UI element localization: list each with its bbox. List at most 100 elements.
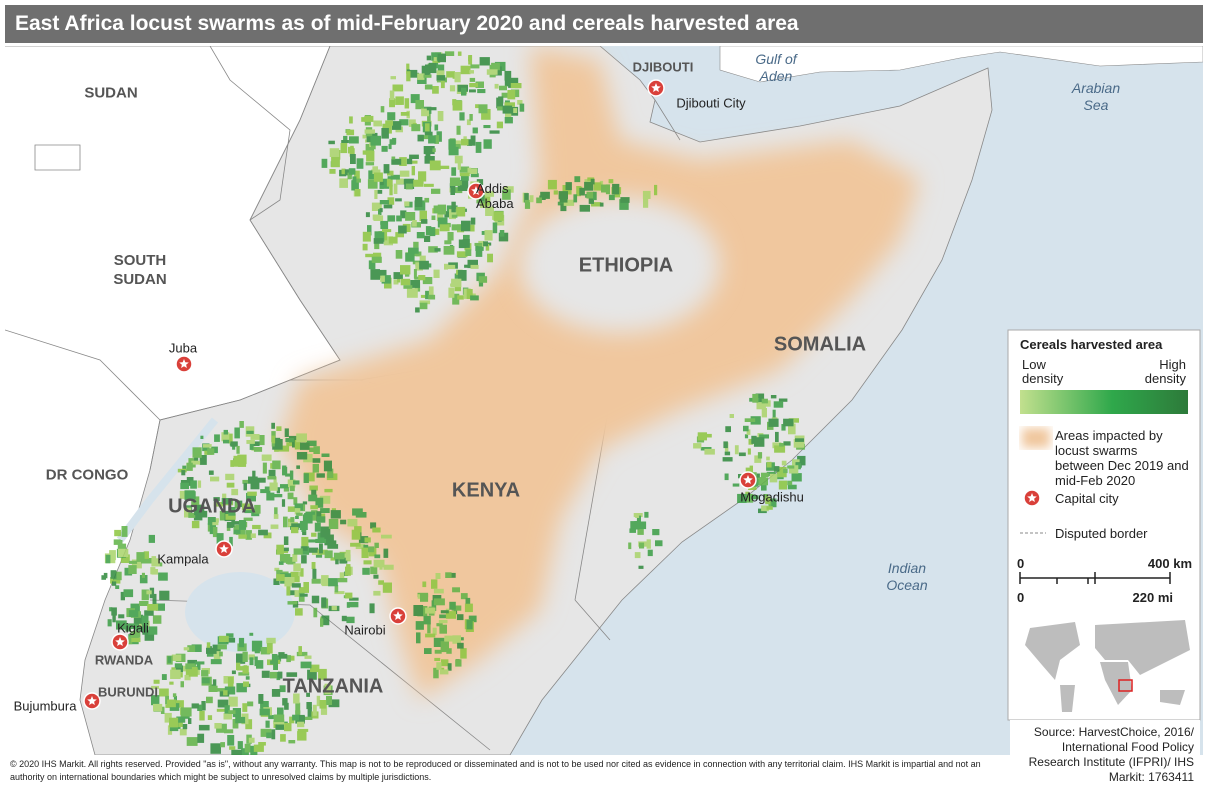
cereal-cell <box>788 423 796 435</box>
cereal-cell <box>559 191 568 203</box>
cereal-cell <box>345 566 351 576</box>
cereal-cell <box>369 603 375 614</box>
cereal-cell <box>493 211 504 221</box>
cereal-cell <box>343 135 348 140</box>
cereal-cell <box>434 59 439 69</box>
cereal-cell <box>329 169 336 174</box>
country-label: BURUNDI <box>98 684 158 700</box>
capital-marker-star <box>179 359 189 368</box>
cereal-cell <box>791 473 802 482</box>
cereal-cell <box>183 647 190 651</box>
cereal-cell <box>278 561 284 565</box>
cereal-cell <box>409 160 418 164</box>
cereal-cell <box>292 554 298 562</box>
cereal-cell <box>309 547 319 553</box>
cereal-cell <box>231 516 235 528</box>
cereal-cell <box>756 398 766 410</box>
cereal-cell <box>328 518 339 529</box>
cereal-cell <box>113 539 121 545</box>
cereal-cell <box>249 632 254 636</box>
cereal-cell <box>249 443 254 450</box>
cereal-cell <box>655 540 663 547</box>
cereal-cell <box>724 451 731 456</box>
cereal-cell <box>273 714 285 723</box>
cereal-cell <box>753 437 765 447</box>
cereal-cell <box>352 176 357 185</box>
cereal-cell <box>141 589 149 601</box>
cereal-cell <box>200 435 204 439</box>
cereal-cell <box>392 121 402 130</box>
cereal-cell <box>316 695 321 707</box>
cereal-cell <box>190 480 197 489</box>
cereal-cell <box>747 448 751 455</box>
cereal-cell <box>364 115 374 122</box>
cereal-cell <box>258 529 268 536</box>
cereal-cell <box>276 487 280 494</box>
cereal-cell <box>405 252 415 262</box>
cereal-cell <box>411 251 422 257</box>
cereal-cell <box>237 643 247 652</box>
cereal-cell <box>321 158 328 168</box>
cereal-cell <box>427 110 431 122</box>
cereal-cell <box>249 657 254 666</box>
cereal-cell <box>639 542 645 549</box>
cereal-cell <box>478 104 488 114</box>
cereal-cell <box>428 286 434 296</box>
cereal-cell <box>419 302 428 310</box>
cereal-cell <box>153 703 163 712</box>
cereal-cell <box>238 534 247 539</box>
cereal-cell <box>153 679 160 684</box>
cereal-cell <box>447 232 454 241</box>
cereal-cell <box>380 275 385 282</box>
cereal-cell <box>283 487 290 492</box>
inset-marker <box>1118 679 1133 692</box>
cereal-cell <box>212 679 217 688</box>
cereal-cell <box>290 485 295 492</box>
cereal-cell <box>746 429 751 435</box>
cereal-cell <box>256 660 264 669</box>
cereal-cell <box>354 170 360 180</box>
cereal-cell <box>248 737 255 743</box>
cereal-cell <box>250 434 260 440</box>
cereal-cell <box>460 637 464 641</box>
cereal-cell <box>266 732 272 739</box>
cereal-cell <box>452 587 460 593</box>
cereal-cell <box>588 197 594 204</box>
cereal-cell <box>174 663 183 668</box>
cereal-cell <box>324 550 333 559</box>
cereal-cell <box>467 259 478 269</box>
cereal-cell <box>501 92 510 98</box>
cereal-cell <box>788 465 799 474</box>
cereal-cell <box>226 633 234 638</box>
cereal-cell <box>426 107 437 111</box>
cereal-cell <box>213 502 225 507</box>
cereal-cell <box>236 666 248 671</box>
cereal-cell <box>410 94 420 104</box>
cereal-cell <box>144 630 155 641</box>
cereal-cell <box>366 150 375 162</box>
cereal-cell <box>143 551 149 559</box>
cereal-cell <box>110 570 117 579</box>
cereal-cell <box>373 120 382 127</box>
cereal-cell <box>246 430 254 434</box>
cereal-cell <box>427 623 431 634</box>
cereal-cell <box>268 469 276 478</box>
cereal-cell <box>329 148 340 157</box>
cereal-cell <box>385 120 393 126</box>
cereal-cell <box>158 572 168 581</box>
cereal-cell <box>599 202 604 207</box>
cereal-cell <box>306 692 310 697</box>
cereal-cell <box>233 529 241 534</box>
cereal-cell <box>295 702 301 714</box>
cereal-cell <box>334 585 339 593</box>
cereal-cell <box>399 119 409 126</box>
cereal-cell <box>322 581 331 587</box>
cereal-cell <box>312 463 319 473</box>
cereal-cell <box>419 255 426 263</box>
cereal-cell <box>217 644 227 650</box>
cereal-cell <box>299 593 308 597</box>
cereal-cell <box>151 695 160 706</box>
cereal-cell <box>294 508 301 515</box>
cereal-cell <box>470 264 479 269</box>
cereal-cell <box>184 490 195 500</box>
